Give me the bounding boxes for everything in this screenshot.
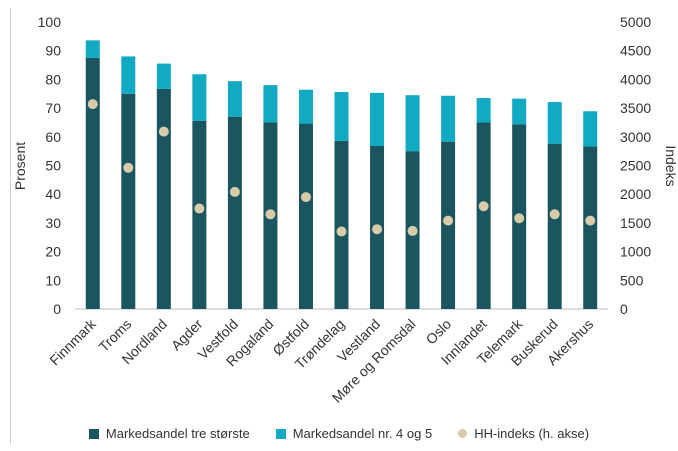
bar-nr-4-og-5 bbox=[156, 63, 171, 89]
bar-tre-storste bbox=[227, 116, 242, 310]
hh-index-point bbox=[265, 209, 276, 220]
bar-nr-4-og-5 bbox=[370, 92, 385, 146]
y2-tick-label: 4500 bbox=[620, 43, 651, 59]
hh-index-point bbox=[300, 192, 311, 203]
hh-index-point bbox=[478, 201, 489, 212]
bar-tre-storste bbox=[121, 93, 136, 309]
y-tick-label: 70 bbox=[45, 100, 61, 116]
bar-nr-4-og-5 bbox=[547, 102, 562, 144]
hh-index-point bbox=[87, 99, 98, 110]
bar-tre-storste bbox=[583, 146, 598, 309]
hh-index-point bbox=[585, 215, 596, 226]
bar-nr-4-og-5 bbox=[405, 95, 420, 152]
hh-index-point bbox=[549, 209, 560, 220]
labels-group: FinnmarkTromsNordlandAgderVestfoldRogala… bbox=[46, 315, 596, 406]
bar-nr-4-og-5 bbox=[476, 98, 491, 123]
chart-svg: 0102030405060708090100050010001500200025… bbox=[12, 14, 678, 406]
bar-tre-storste bbox=[85, 57, 100, 309]
y-tick-label: 60 bbox=[45, 129, 61, 145]
bar-tre-storste bbox=[476, 122, 491, 309]
y-tick-label: 90 bbox=[45, 43, 61, 59]
y-tick-label: 0 bbox=[53, 301, 61, 317]
bar-tre-storste bbox=[298, 123, 313, 310]
hh-index-point bbox=[372, 224, 383, 235]
axes-group: 0102030405060708090100050010001500200025… bbox=[38, 14, 652, 317]
legend: Markedsandel tre største Markedsandel nr… bbox=[0, 426, 678, 441]
hh-index-point bbox=[229, 186, 240, 197]
y2-tick-label: 1000 bbox=[620, 244, 651, 260]
y2-tick-label: 1500 bbox=[620, 215, 651, 231]
y-tick-label: 30 bbox=[45, 215, 61, 231]
x-tick-label: Finnmark bbox=[46, 315, 99, 368]
bar-nr-4-og-5 bbox=[583, 111, 598, 147]
legend-item-series-2: Markedsandel nr. 4 og 5 bbox=[275, 426, 433, 441]
y2-tick-label: 500 bbox=[620, 272, 644, 288]
bar-tre-storste bbox=[156, 88, 171, 309]
bar-nr-4-og-5 bbox=[512, 98, 527, 125]
bar-nr-4-og-5 bbox=[298, 89, 313, 124]
bar-nr-4-og-5 bbox=[192, 74, 207, 121]
bars-group bbox=[85, 40, 598, 310]
frame-border bbox=[10, 8, 11, 444]
bar-nr-4-og-5 bbox=[85, 40, 100, 58]
y-tick-label: 100 bbox=[38, 14, 62, 30]
legend-swatch-series-1 bbox=[88, 428, 99, 439]
y2-tick-label: 0 bbox=[620, 301, 628, 317]
hh-index-point bbox=[123, 162, 134, 173]
hh-index-point bbox=[336, 226, 347, 237]
bar-nr-4-og-5 bbox=[441, 95, 456, 142]
bar-nr-4-og-5 bbox=[263, 85, 278, 123]
legend-label-series-1: Markedsandel tre største bbox=[105, 426, 250, 441]
hh-index-point bbox=[158, 126, 169, 137]
x-tick-label: Oslo bbox=[423, 316, 455, 348]
hh-index-point bbox=[194, 203, 205, 214]
legend-label-series-3: HH-indeks (h. akse) bbox=[474, 426, 590, 441]
y2-tick-label: 3500 bbox=[620, 100, 651, 116]
bar-nr-4-og-5 bbox=[121, 56, 136, 94]
y-tick-label: 40 bbox=[45, 186, 61, 202]
y2-tick-label: 2000 bbox=[620, 186, 651, 202]
legend-item-series-1: Markedsandel tre største bbox=[88, 426, 250, 441]
legend-swatch-series-3 bbox=[458, 429, 468, 438]
legend-swatch-series-2 bbox=[275, 428, 286, 439]
hh-index-point bbox=[443, 215, 454, 226]
y2-tick-label: 5000 bbox=[620, 14, 651, 30]
y-tick-label: 80 bbox=[45, 71, 61, 87]
y-tick-label: 10 bbox=[45, 272, 61, 288]
bar-tre-storste bbox=[334, 140, 349, 309]
hh-index-point bbox=[514, 213, 525, 224]
bar-tre-storste bbox=[192, 120, 207, 309]
y2-tick-label: 3000 bbox=[620, 129, 651, 145]
legend-label-series-2: Markedsandel nr. 4 og 5 bbox=[292, 426, 433, 441]
legend-item-series-3: HH-indeks (h. akse) bbox=[458, 426, 589, 441]
hh-index-point bbox=[407, 225, 418, 236]
bar-nr-4-og-5 bbox=[227, 81, 242, 117]
y-tick-label: 50 bbox=[45, 158, 61, 174]
bar-nr-4-og-5 bbox=[334, 92, 349, 141]
bar-tre-storste bbox=[547, 143, 562, 309]
hh-dots-group bbox=[87, 99, 596, 237]
y2-tick-label: 2500 bbox=[620, 158, 651, 174]
y-tick-label: 20 bbox=[45, 244, 61, 260]
y2-tick-label: 4000 bbox=[620, 71, 651, 87]
y2-axis-title: Indeks bbox=[663, 145, 678, 186]
y-axis-title: Prosent bbox=[12, 142, 28, 190]
